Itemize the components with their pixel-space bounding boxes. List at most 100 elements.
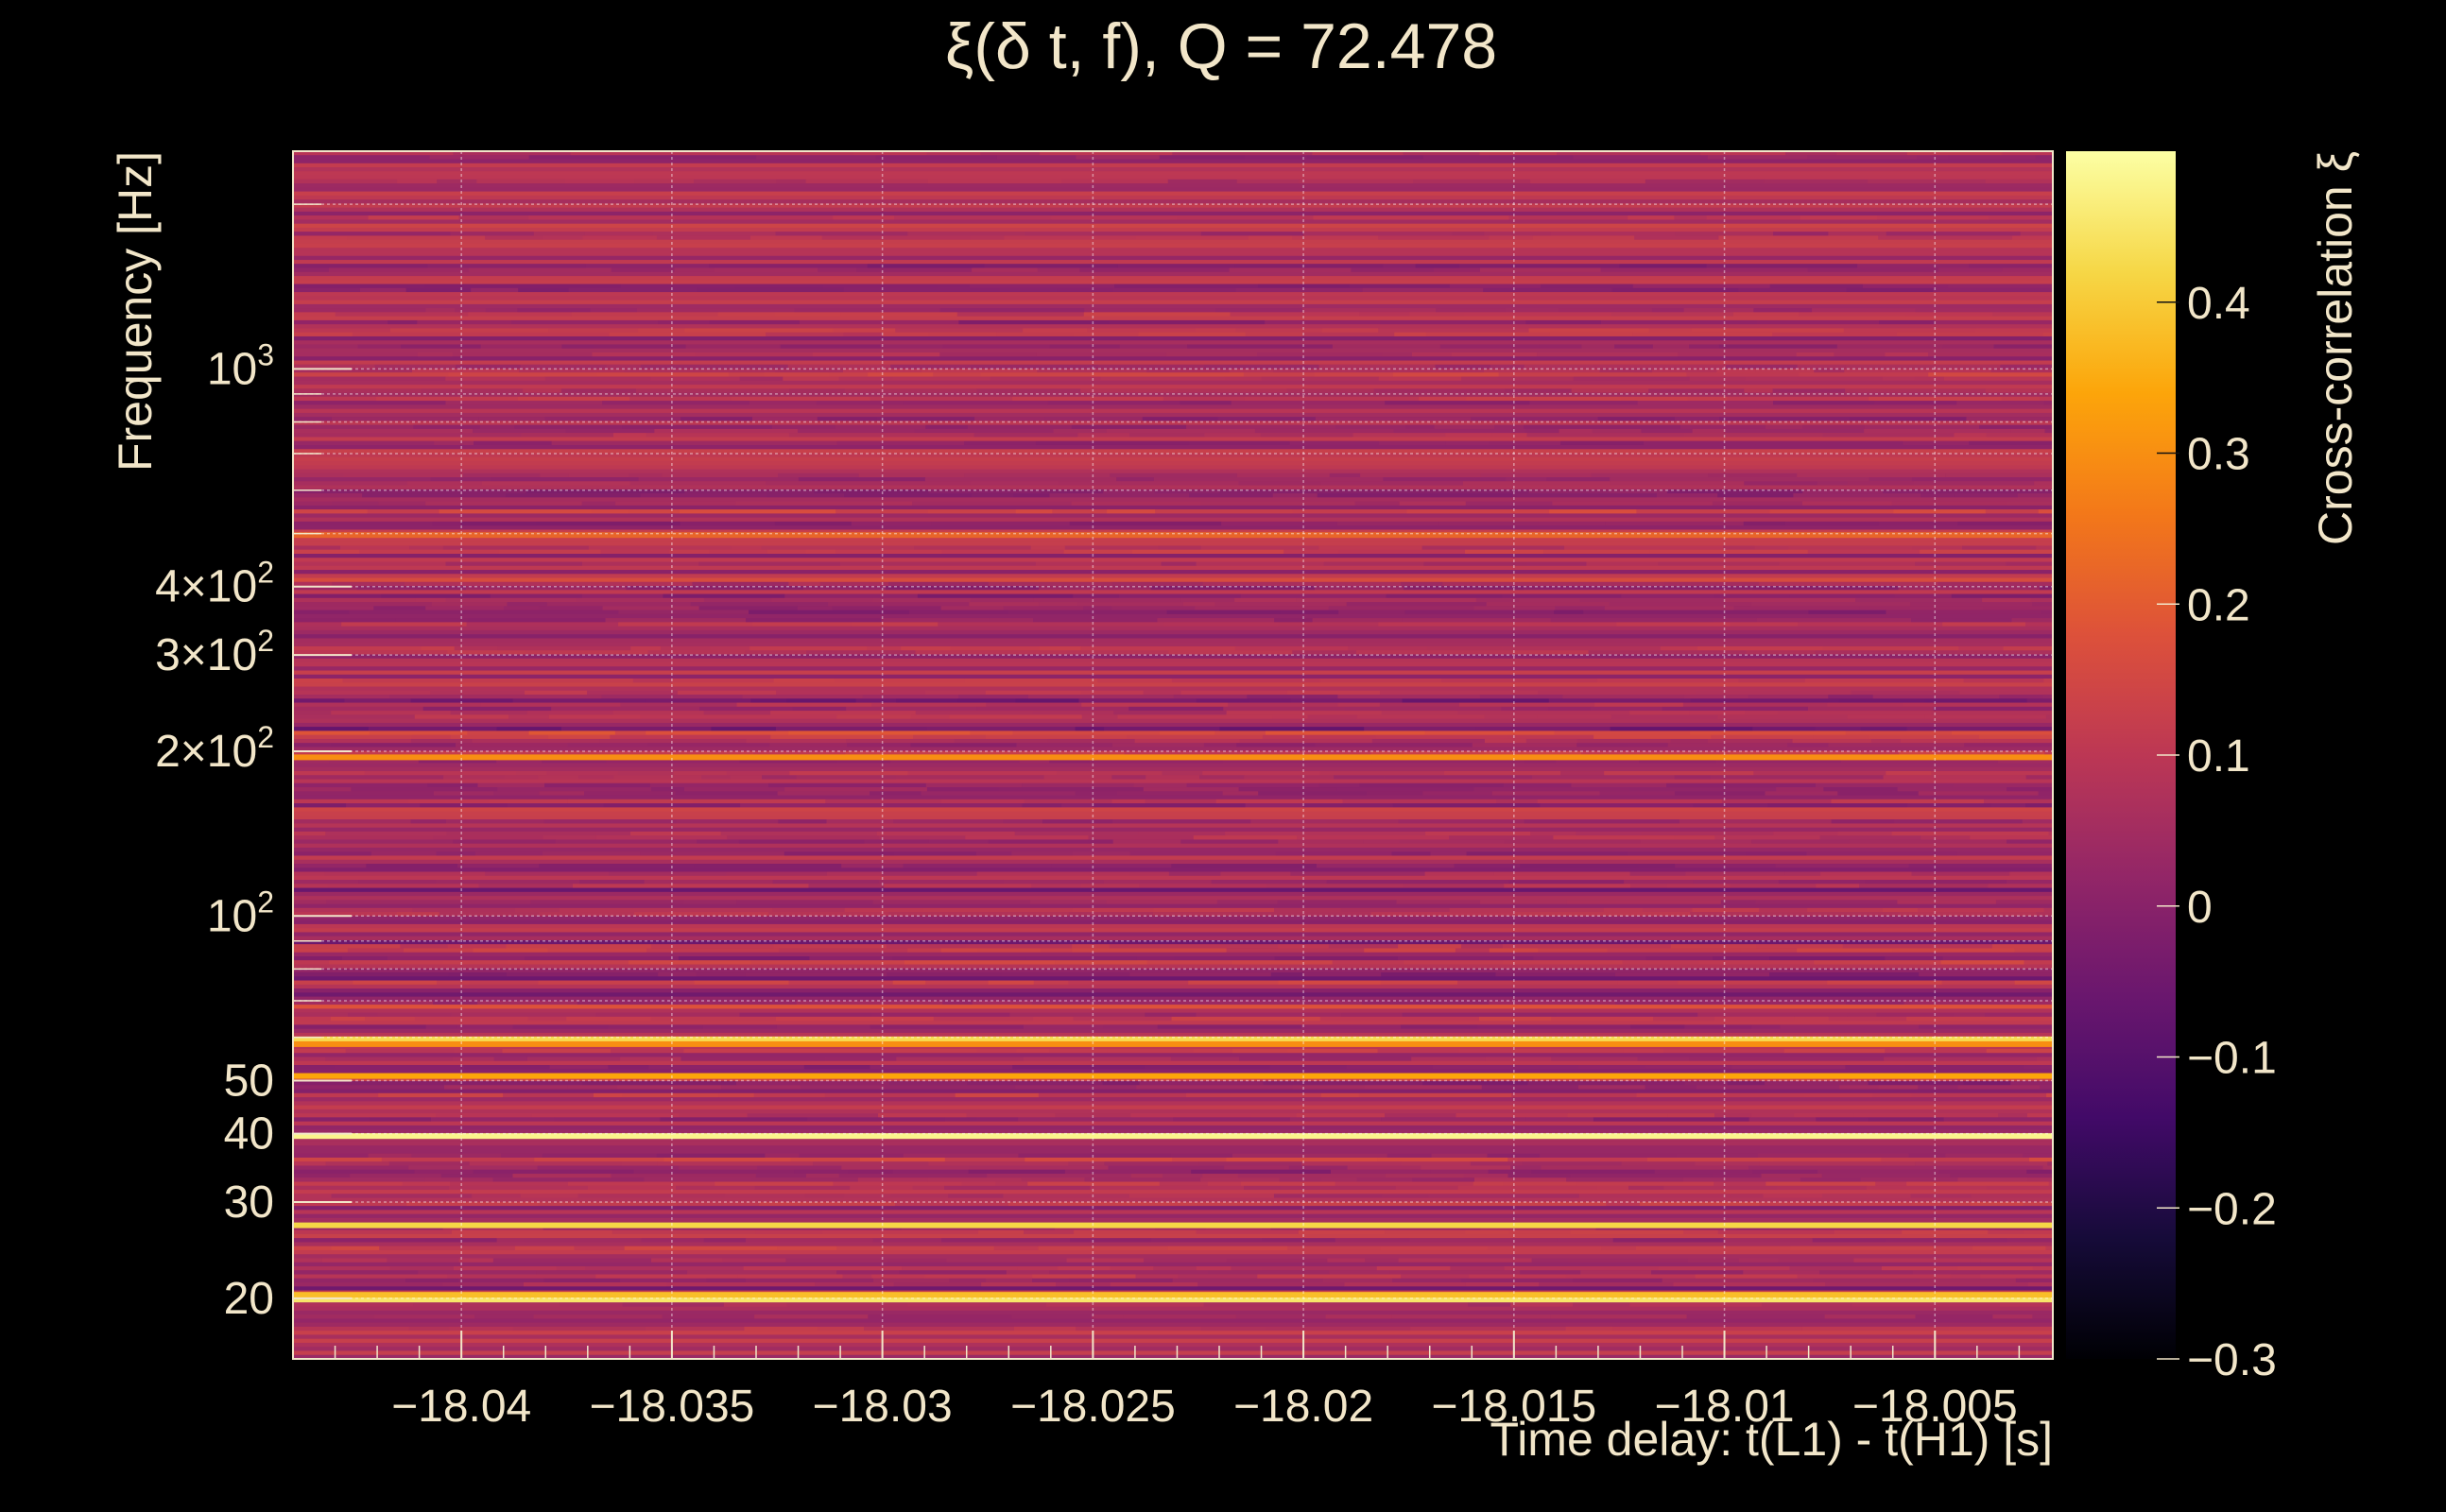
heatmap-cell (1088, 835, 1194, 841)
heatmap-cell (775, 369, 843, 373)
heatmap-cell (1769, 972, 1920, 977)
heatmap-cell (1686, 1314, 1825, 1319)
heatmap-cell (1528, 489, 1610, 494)
heatmap-cell (1232, 1048, 1288, 1054)
heatmap-cell (472, 1194, 521, 1199)
heatmap-cell (683, 1048, 820, 1054)
heatmap-cell (1262, 1238, 1335, 1244)
heatmap-row (293, 497, 2053, 503)
heatmap-cell (1581, 344, 1615, 350)
heatmap-cell (917, 593, 1074, 599)
heatmap-cell (1837, 831, 1892, 836)
heatmap-cell (1385, 401, 1530, 405)
heatmap-cell (1104, 727, 1220, 732)
heatmap-cell (451, 1012, 596, 1018)
heatmap-cell (697, 839, 739, 845)
heatmap-cell (965, 835, 1089, 841)
heatmap-cell (293, 743, 331, 748)
heatmap-cell (536, 521, 680, 526)
heatmap-cell (1588, 650, 1747, 656)
heatmap-cell (1444, 771, 1560, 776)
heatmap-cell (1633, 372, 1687, 378)
heatmap-cell (692, 799, 826, 804)
heatmap-cell (1270, 1226, 1360, 1231)
heatmap-cell (1202, 771, 1320, 776)
heatmap-cell (471, 287, 519, 293)
heatmap-cell (293, 433, 369, 438)
heatmap-cell (1373, 388, 1506, 394)
heatmap-cell (890, 1194, 949, 1199)
heatmap-cell (533, 1314, 663, 1319)
heatmap-cell (1651, 1270, 1744, 1276)
heatmap-cell (1756, 944, 1843, 950)
heatmap-cell (1365, 1258, 1399, 1263)
heatmap-row (293, 239, 2053, 245)
heatmap-cell (1777, 711, 1932, 715)
heatmap-cell (971, 481, 1059, 487)
heatmap-cell (293, 396, 377, 402)
heatmap-cell (1985, 388, 2053, 394)
heatmap-cell (568, 287, 698, 293)
heatmap-cell (1621, 1161, 1696, 1167)
heatmap-cell (1146, 369, 1179, 373)
heatmap-cell (1878, 235, 2013, 241)
heatmap-cell (1538, 948, 1608, 954)
heatmap-cell (1068, 1161, 1105, 1167)
heatmap-row (293, 175, 2053, 180)
heatmap-cell (1200, 1326, 1266, 1332)
heatmap-cell (694, 179, 777, 184)
heatmap-cell (503, 1092, 594, 1098)
heatmap-cell (505, 775, 539, 781)
heatmap-band (293, 1040, 2053, 1047)
heatmap-cell (1236, 179, 1300, 184)
heatmap-cell (1915, 308, 2053, 313)
heatmap-cell (976, 1117, 1019, 1123)
heatmap-cell (1410, 1326, 1566, 1332)
heatmap-cell (926, 787, 999, 792)
heatmap-cell (1720, 900, 1756, 905)
heatmap-cell (1413, 179, 1531, 184)
heatmap-row (293, 859, 2053, 865)
heatmap-cell (814, 489, 929, 494)
heatmap-cell (892, 956, 1026, 961)
heatmap-cell (641, 1238, 704, 1244)
heatmap-cell (614, 730, 646, 736)
heatmap-cell (560, 388, 636, 394)
heatmap-cell (996, 155, 1077, 161)
heatmap-cell (1716, 369, 1756, 373)
heatmap-cell (941, 1238, 1070, 1244)
heatmap-cell (1860, 750, 1900, 756)
heatmap-cell (1173, 695, 1248, 699)
heatmap-cell (1625, 1081, 1685, 1086)
heatmap-cell (1506, 308, 1559, 313)
heatmap-cell (293, 711, 332, 715)
heatmap-cell (1756, 618, 1911, 624)
heatmap-cell (511, 319, 659, 325)
heatmap-cell (1081, 714, 1118, 720)
heatmap-cell (1505, 388, 1572, 394)
heatmap-cell (1208, 1270, 1330, 1276)
heatmap-row (293, 1076, 2053, 1082)
heatmap-cell (736, 702, 872, 708)
heatmap-cell (1403, 884, 1505, 889)
heatmap-cell (1079, 267, 1230, 273)
heatmap-cell (1244, 396, 1342, 402)
heatmap-cell (1064, 545, 1159, 551)
heatmap-cell (359, 287, 406, 293)
heatmap-cell (368, 1153, 412, 1159)
heatmap-cell (742, 695, 863, 699)
heatmap-cell (914, 545, 1031, 551)
heatmap-cell (1211, 880, 1327, 885)
y-tick-label: 40 (224, 1109, 274, 1160)
heatmap-cell (461, 521, 537, 526)
heatmap-cell (754, 1314, 869, 1319)
heatmap-cell (1838, 698, 1925, 704)
heatmap-cell (1706, 264, 1858, 269)
heatmap-cell (1752, 489, 1803, 494)
heatmap-cell (1144, 1258, 1227, 1263)
heatmap-cell (325, 831, 447, 836)
heatmap-cell (2007, 501, 2053, 507)
heatmap-cell (776, 1016, 934, 1022)
heatmap-cell (1066, 650, 1169, 656)
heatmap-cell (1674, 215, 1707, 221)
